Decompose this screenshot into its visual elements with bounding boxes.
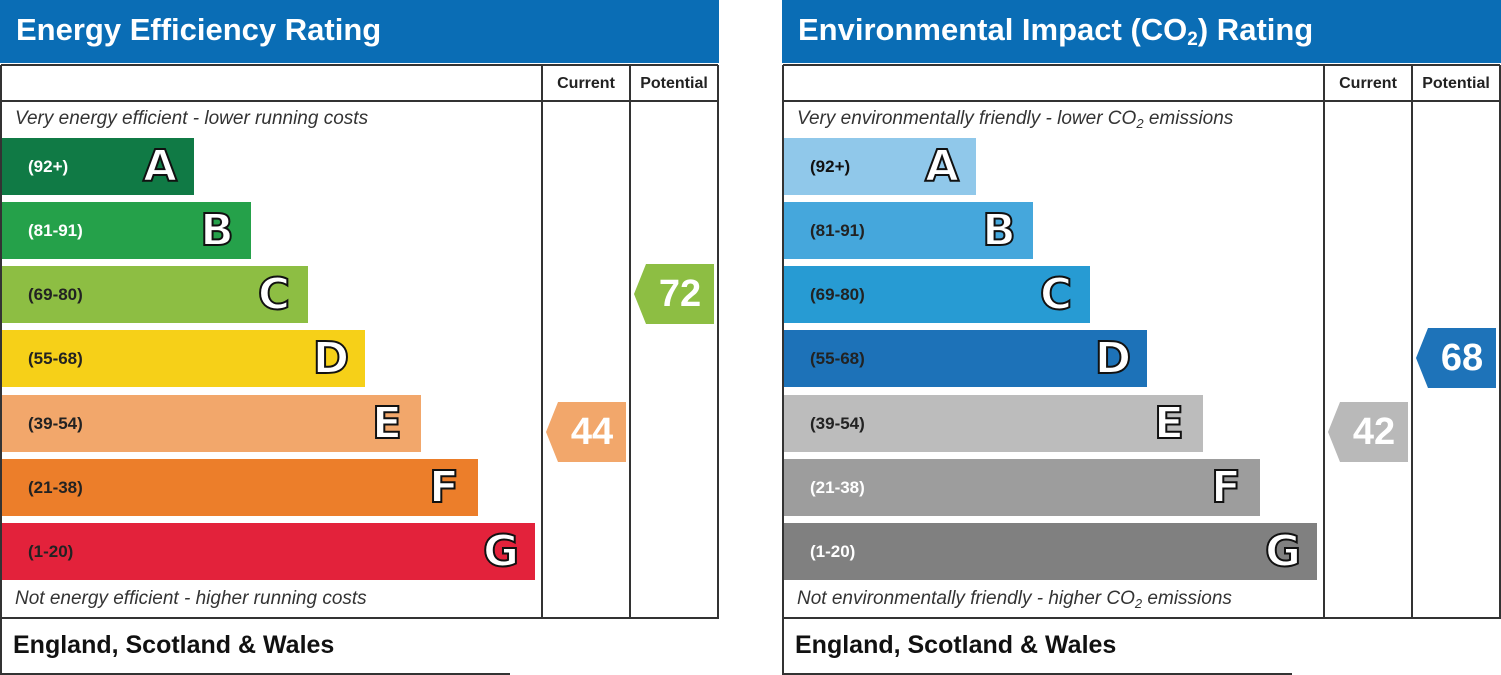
rating-band-f: (21-38) F <box>784 459 1260 516</box>
band-letter-label: B <box>981 204 1017 257</box>
band-letter-label: E <box>371 397 403 450</box>
rating-band-g: (1-20) G <box>784 523 1317 580</box>
chart-title: Environmental Impact (CO2) Rating <box>798 10 1313 60</box>
column-header-potential: Potential <box>640 75 708 92</box>
bottom-caption: Not energy efficient - higher running co… <box>15 587 367 611</box>
current-score-value: 42 <box>1352 411 1396 453</box>
bottom-caption-text: Not energy efficient - higher running co… <box>15 588 367 609</box>
column-header-potential: Potential <box>1422 75 1490 92</box>
rating-band-e: (39-54) E <box>2 395 421 452</box>
band-range-label: (69-80) <box>28 285 83 304</box>
current-score-arrow-fill <box>1328 402 1408 462</box>
rating-band-d: (55-68) D <box>784 330 1147 387</box>
band-letter-label: D <box>1094 332 1133 385</box>
band-range-label: (81-91) <box>810 221 865 240</box>
potential-score-value: 72 <box>658 273 702 315</box>
band-letter-label: G <box>1264 525 1302 578</box>
potential-score-arrow: 72 <box>634 264 714 324</box>
potential-score-value: 68 <box>1440 337 1484 379</box>
rating-band-c: (69-80) C <box>2 266 308 323</box>
band-letter-label: C <box>1039 268 1073 321</box>
energy-efficiency-panel: Energy Efficiency Rating Current Potential… <box>0 0 719 675</box>
band-range-label: (81-91) <box>28 221 83 240</box>
chart-header: Energy Efficiency Rating <box>0 0 719 63</box>
footer-label: England, Scotland & Wales <box>13 631 335 659</box>
band-range-label: (39-54) <box>810 414 865 433</box>
band-range-label: (21-38) <box>28 478 83 497</box>
rating-band-c: (69-80) C <box>784 266 1090 323</box>
chart-title-text: Energy Efficiency Rating <box>16 12 382 47</box>
rating-band-a: (92+) A <box>2 138 194 195</box>
bottom-caption-text: Not environmentally friendly - higher CO <box>797 588 1135 609</box>
current-score-arrow: 42 <box>1328 402 1408 462</box>
current-score-value: 44 <box>570 411 614 453</box>
band-letter-label: C <box>257 268 291 321</box>
chart-title-suffix: ) Rating <box>1197 12 1314 47</box>
band-letter-label: E <box>1153 397 1185 450</box>
band-range-label: (1-20) <box>810 542 856 561</box>
potential-score-arrow-fill <box>634 264 714 324</box>
top-caption-text: Very energy efficient - lower running co… <box>15 108 369 129</box>
band-range-label: (69-80) <box>810 285 865 304</box>
column-header-current: Current <box>1339 75 1397 92</box>
top-caption-suffix: emissions <box>1143 108 1234 129</box>
band-range-label: (21-38) <box>810 478 865 497</box>
band-letter-label: B <box>199 204 235 257</box>
chart-title: Energy Efficiency Rating <box>16 10 381 50</box>
chart-grid-lines <box>782 64 1501 619</box>
top-caption-subscript: 2 <box>1136 116 1144 131</box>
chart-frame <box>0 64 719 619</box>
band-range-label: (1-20) <box>28 542 74 561</box>
rating-band-e: (39-54) E <box>784 395 1203 452</box>
footer-label: England, Scotland & Wales <box>795 631 1117 659</box>
bottom-caption-suffix: emissions <box>1142 588 1232 609</box>
band-range-label: (55-68) <box>810 349 865 368</box>
band-range-label: (92+) <box>28 157 69 176</box>
potential-score-arrow-shape <box>634 264 714 324</box>
footer-region: England, Scotland & Wales <box>782 619 1292 675</box>
band-range-label: (92+) <box>810 157 851 176</box>
rating-band-f: (21-38) F <box>2 459 478 516</box>
band-letter-label: D <box>312 332 351 385</box>
chart-title-subscript: 2 <box>1187 29 1198 50</box>
top-caption-text: Very environmentally friendly - lower CO <box>797 108 1137 129</box>
rating-band-d: (55-68) D <box>2 330 365 387</box>
rating-band-g: (1-20) G <box>2 523 535 580</box>
current-score-arrow-fill <box>546 402 626 462</box>
footer-region: England, Scotland & Wales <box>0 619 510 675</box>
band-range-label: (55-68) <box>28 349 83 368</box>
current-score-arrow-shape <box>546 402 626 462</box>
top-caption: Very environmentally friendly - lower CO… <box>797 107 1233 136</box>
band-letter-label: F <box>428 461 460 514</box>
column-header-current: Current <box>557 75 615 92</box>
band-letter-label: G <box>482 525 520 578</box>
band-letter-label: A <box>142 140 178 193</box>
chart-grid-lines <box>0 64 719 619</box>
potential-score-arrow-shape <box>1416 328 1496 388</box>
band-range-label: (39-54) <box>28 414 83 433</box>
top-caption: Very energy efficient - lower running co… <box>15 107 368 131</box>
current-score-arrow: 44 <box>546 402 626 462</box>
band-letter-label: F <box>1210 461 1242 514</box>
rating-band-b: (81-91) B <box>2 202 251 259</box>
environmental-impact-panel: Environmental Impact (CO2) Rating Current… <box>782 0 1501 675</box>
potential-score-arrow: 68 <box>1416 328 1496 388</box>
bottom-caption-subscript: 2 <box>1134 596 1143 611</box>
chart-title-text: Environmental Impact (CO <box>798 12 1188 47</box>
rating-band-a: (92+) A <box>784 138 976 195</box>
potential-score-arrow-fill <box>1416 328 1496 388</box>
chart-frame <box>782 64 1501 619</box>
current-score-arrow-shape <box>1328 402 1408 462</box>
chart-header: Environmental Impact (CO2) Rating <box>782 0 1501 63</box>
band-letter-label: A <box>924 140 960 193</box>
rating-band-b: (81-91) B <box>784 202 1033 259</box>
bottom-caption: Not environmentally friendly - higher CO… <box>797 587 1232 616</box>
